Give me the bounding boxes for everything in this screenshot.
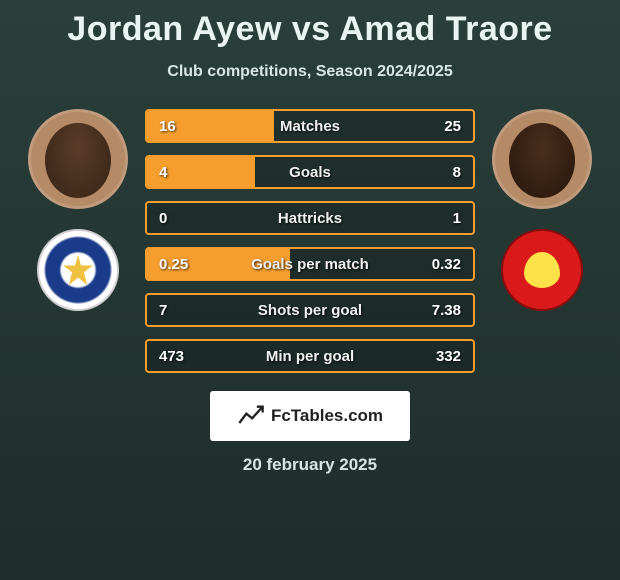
date-label: 20 february 2025 — [0, 455, 620, 475]
page-title: Jordan Ayew vs Amad Traore — [0, 0, 620, 49]
left-column — [23, 109, 133, 311]
subtitle: Club competitions, Season 2024/2025 — [0, 63, 620, 81]
brand-badge: FcTables.com — [210, 391, 410, 441]
stat-label: Hattricks — [278, 210, 342, 227]
stat-value-right: 1 — [453, 210, 461, 227]
stat-row: 0.25 Goals per match 0.32 — [145, 247, 475, 281]
stat-value-right: 8 — [453, 164, 461, 181]
stat-value-right: 332 — [436, 348, 461, 365]
stat-row: 16 Matches 25 — [145, 109, 475, 143]
stat-value-left: 0.25 — [159, 256, 188, 273]
club-right-crest — [501, 229, 583, 311]
player-left-avatar — [28, 109, 128, 209]
stat-label: Shots per goal — [258, 302, 362, 319]
stat-row: 7 Shots per goal 7.38 — [145, 293, 475, 327]
stats-list: 16 Matches 25 4 Goals 8 0 Hattricks 1 0.25 Goals p… — [145, 109, 475, 373]
stat-value-left: 16 — [159, 118, 176, 135]
brand-text: FcTables.com — [271, 406, 383, 426]
stat-row: 0 Hattricks 1 — [145, 201, 475, 235]
stat-value-left: 0 — [159, 210, 167, 227]
stat-label: Matches — [280, 118, 340, 135]
stat-label: Min per goal — [266, 348, 354, 365]
stat-value-left: 7 — [159, 302, 167, 319]
stat-value-right: 0.32 — [432, 256, 461, 273]
stat-value-right: 25 — [444, 118, 461, 135]
stat-label: Goals — [289, 164, 331, 181]
stat-value-left: 473 — [159, 348, 184, 365]
brand-icon — [237, 402, 265, 430]
right-column — [487, 109, 597, 311]
club-left-crest — [37, 229, 119, 311]
stat-row: 4 Goals 8 — [145, 155, 475, 189]
stat-label: Goals per match — [251, 256, 369, 273]
player-right-avatar — [492, 109, 592, 209]
comparison-panel: 16 Matches 25 4 Goals 8 0 Hattricks 1 0.25 Goals p… — [0, 109, 620, 373]
stat-value-left: 4 — [159, 164, 167, 181]
stat-row: 473 Min per goal 332 — [145, 339, 475, 373]
stat-value-right: 7.38 — [432, 302, 461, 319]
